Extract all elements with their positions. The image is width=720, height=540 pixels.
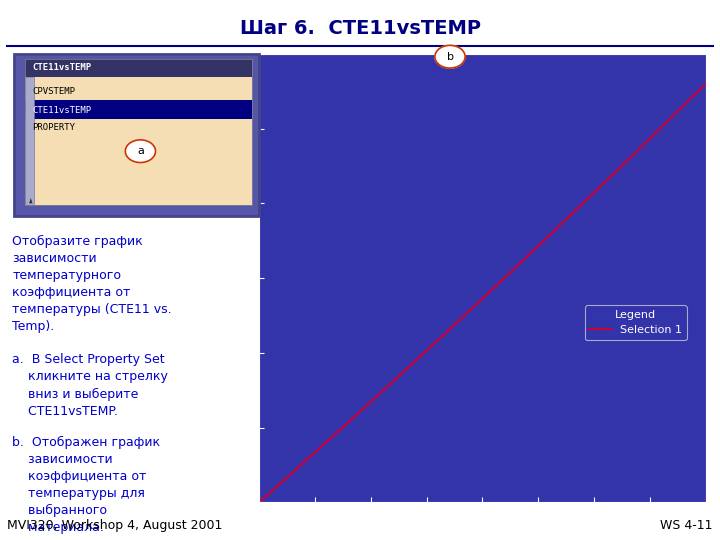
Y-axis label: Thermal Expansion Coefficient (micro-in/in-deg_F): Thermal Expansion Coefficient (micro-in/… <box>216 156 227 400</box>
Text: MVI320, Workshop 4, August 2001: MVI320, Workshop 4, August 2001 <box>7 519 222 532</box>
Text: PROPERTY: PROPERTY <box>32 124 75 132</box>
Text: b.  Отображен график
    зависимости
    коэффициента от
    температуры для
   : b. Отображен график зависимости коэффици… <box>12 436 161 534</box>
Text: b: b <box>446 52 454 62</box>
Text: ◄: ◄ <box>27 197 32 202</box>
Text: a.  В Select Property Set
    кликните на стрелку
    вниз и выберите
    CTE11v: a. В Select Property Set кликните на стр… <box>12 354 168 417</box>
Text: WS 4-11: WS 4-11 <box>660 519 713 532</box>
Legend: Selection 1: Selection 1 <box>585 305 687 340</box>
Text: Шаг 6.  CTE11vsTEMP: Шаг 6. CTE11vsTEMP <box>240 19 480 38</box>
Text: CTE11vsTEMP: CTE11vsTEMP <box>32 106 91 115</box>
X-axis label: Temperature (deg_F): Temperature (deg_F) <box>424 523 541 534</box>
Text: CTE11vsTEMP: CTE11vsTEMP <box>32 63 91 72</box>
FancyBboxPatch shape <box>25 77 35 205</box>
Title: Thermal Expansion Coefficient vs.Temperatu: Thermal Expansion Coefficient vs.Tempera… <box>327 36 638 50</box>
Text: a: a <box>137 146 144 156</box>
FancyBboxPatch shape <box>25 100 252 119</box>
Text: CPVSTEMP: CPVSTEMP <box>32 87 75 96</box>
FancyBboxPatch shape <box>25 58 252 77</box>
Text: Отобразите график
зависимости
температурного
коэффициента от
температуры (CTE11 : Отобразите график зависимости температур… <box>12 235 172 333</box>
